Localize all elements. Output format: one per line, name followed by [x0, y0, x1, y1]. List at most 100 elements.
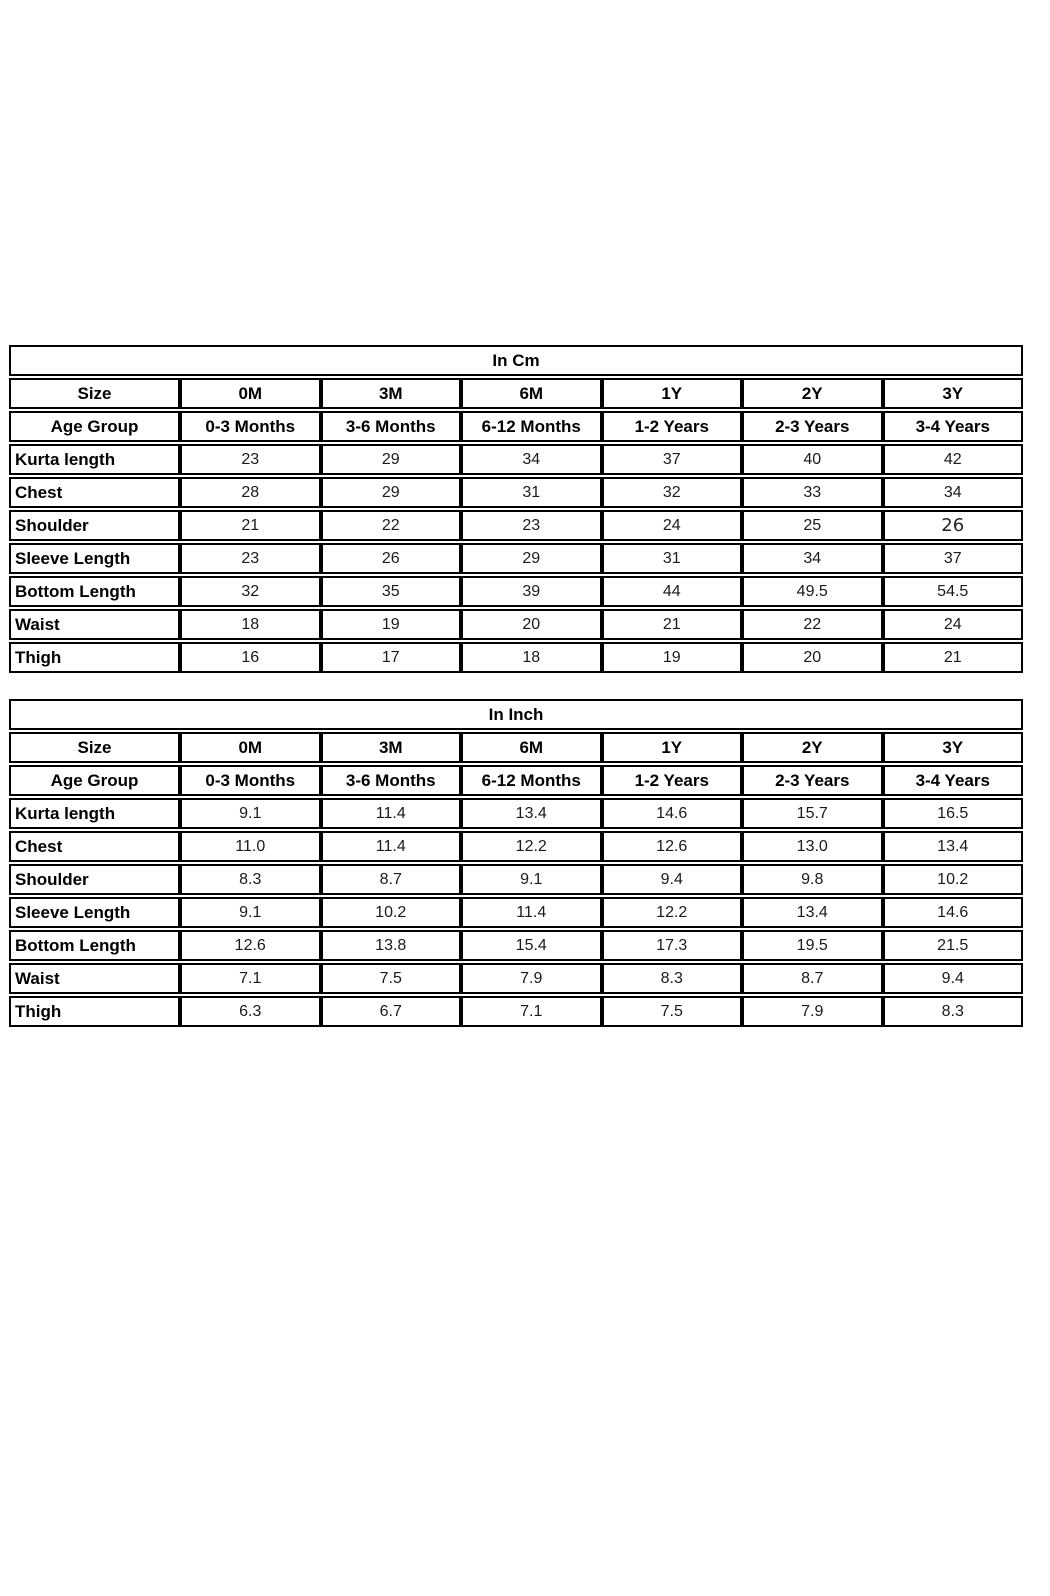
measurement-value: 40 — [742, 444, 883, 475]
measurement-value: 28 — [180, 477, 321, 508]
measurement-value: 20 — [461, 609, 602, 640]
measurement-label: Waist — [9, 609, 180, 640]
measurement-value: 8.7 — [742, 963, 883, 994]
age-group-header: 2-3 Years — [742, 411, 883, 442]
measurement-row: Sleeve Length 23 26 29 31 34 37 — [9, 543, 1023, 574]
measurement-value: 8.3 — [882, 996, 1023, 1027]
measurement-value: 18 — [180, 609, 321, 640]
age-group-header: 3-6 Months — [320, 765, 461, 796]
age-group-label: Age Group — [9, 765, 180, 796]
measurement-value: 7.9 — [461, 963, 602, 994]
measurement-value: 31 — [601, 543, 742, 574]
measurement-value: 6.7 — [320, 996, 461, 1027]
measurement-value: 10.2 — [320, 897, 461, 928]
measurement-value: 19.5 — [742, 930, 883, 961]
measurement-value: 12.2 — [461, 831, 602, 862]
measurement-value: 19 — [320, 609, 461, 640]
measurement-label: Thigh — [9, 996, 180, 1027]
size-label: Size — [9, 378, 180, 409]
age-group-header: 1-2 Years — [601, 765, 742, 796]
measurement-value: 10.2 — [882, 864, 1023, 895]
measurement-value: 9.1 — [180, 897, 321, 928]
table-title-row: In Cm — [9, 345, 1023, 376]
table-title: In Cm — [9, 345, 1023, 376]
measurement-value: 31 — [461, 477, 602, 508]
measurement-value: 44 — [601, 576, 742, 607]
measurement-label: Shoulder — [9, 864, 180, 895]
table-title: In Inch — [9, 699, 1023, 730]
table-title-row: In Inch — [9, 699, 1023, 730]
age-group-header: 2-3 Years — [742, 765, 883, 796]
measurement-label: Chest — [9, 477, 180, 508]
size-col-header: 6M — [461, 732, 602, 763]
measurement-label: Kurta length — [9, 444, 180, 475]
age-group-header: 3-4 Years — [882, 411, 1023, 442]
measurement-value: 8.7 — [320, 864, 461, 895]
size-table-cm: In Cm Size 0M 3M 6M 1Y 2Y 3Y Age Group 0-3 Months… — [9, 343, 1023, 675]
measurement-value: 21.5 — [882, 930, 1023, 961]
size-col-header: 2Y — [742, 732, 883, 763]
measurement-row: Thigh 16 17 18 19 20 21 — [9, 642, 1023, 673]
size-col-header: 0M — [180, 732, 321, 763]
measurement-label: Waist — [9, 963, 180, 994]
measurement-value: 19 — [601, 642, 742, 673]
measurement-value: 9.4 — [601, 864, 742, 895]
measurement-value: 17 — [320, 642, 461, 673]
measurement-value: 34 — [882, 477, 1023, 508]
age-group-header: 0-3 Months — [180, 411, 321, 442]
measurement-value: 32 — [180, 576, 321, 607]
measurement-value: 22 — [320, 510, 461, 541]
measurement-row: Shoulder 8.3 8.7 9.1 9.4 9.8 10.2 — [9, 864, 1023, 895]
measurement-value: 22 — [742, 609, 883, 640]
measurement-value: 11.4 — [461, 897, 602, 928]
measurement-value: 13.0 — [742, 831, 883, 862]
measurement-value: 21 — [180, 510, 321, 541]
measurement-value: 29 — [461, 543, 602, 574]
measurement-value: 21 — [882, 642, 1023, 673]
size-chart: In Cm Size 0M 3M 6M 1Y 2Y 3Y Age Group 0-3 Months… — [9, 343, 1023, 1029]
size-col-header: 1Y — [601, 378, 742, 409]
size-col-header: 1Y — [601, 732, 742, 763]
measurement-value: 21 — [601, 609, 742, 640]
measurement-value: 34 — [742, 543, 883, 574]
measurement-value: 7.5 — [320, 963, 461, 994]
measurement-value: 9.8 — [742, 864, 883, 895]
measurement-value: 14.6 — [882, 897, 1023, 928]
measurement-value: 7.1 — [461, 996, 602, 1027]
measurement-value: 29 — [320, 444, 461, 475]
measurement-value: 7.9 — [742, 996, 883, 1027]
measurement-label: Sleeve Length — [9, 543, 180, 574]
measurement-value: 23 — [461, 510, 602, 541]
measurement-row: Chest 11.0 11.4 12.2 12.6 13.0 13.4 — [9, 831, 1023, 862]
measurement-label: Kurta length — [9, 798, 180, 829]
measurement-row: Kurta length 9.1 11.4 13.4 14.6 15.7 16.5 — [9, 798, 1023, 829]
measurement-value: 14.6 — [601, 798, 742, 829]
measurement-value: 24 — [882, 609, 1023, 640]
measurement-value: 20 — [742, 642, 883, 673]
measurement-value: 18 — [461, 642, 602, 673]
measurement-value: 13.4 — [461, 798, 602, 829]
measurement-value: 35 — [320, 576, 461, 607]
age-group-header: 3-6 Months — [320, 411, 461, 442]
measurement-value: 25 — [742, 510, 883, 541]
age-group-header: 6-12 Months — [461, 411, 602, 442]
measurement-value: 13.4 — [882, 831, 1023, 862]
measurement-value: 17.3 — [601, 930, 742, 961]
measurement-value: 23 — [180, 543, 321, 574]
age-group-label: Age Group — [9, 411, 180, 442]
size-label: Size — [9, 732, 180, 763]
measurement-row: Shoulder 21 22 23 24 25 26 — [9, 510, 1023, 541]
measurement-row: Bottom Length 12.6 13.8 15.4 17.3 19.5 21.5 — [9, 930, 1023, 961]
measurement-value: 12.6 — [180, 930, 321, 961]
measurement-value: 37 — [882, 543, 1023, 574]
measurement-value: 8.3 — [601, 963, 742, 994]
measurement-value: 23 — [180, 444, 321, 475]
age-group-row: Age Group 0-3 Months 3-6 Months 6-12 Months… — [9, 765, 1023, 796]
measurement-row: Thigh 6.3 6.7 7.1 7.5 7.9 8.3 — [9, 996, 1023, 1027]
measurement-value: 11.0 — [180, 831, 321, 862]
size-header-row: Size 0M 3M 6M 1Y 2Y 3Y — [9, 378, 1023, 409]
measurement-value: 39 — [461, 576, 602, 607]
measurement-row: Chest 28 29 31 32 33 34 — [9, 477, 1023, 508]
measurement-value: 32 — [601, 477, 742, 508]
measurement-value: 7.1 — [180, 963, 321, 994]
